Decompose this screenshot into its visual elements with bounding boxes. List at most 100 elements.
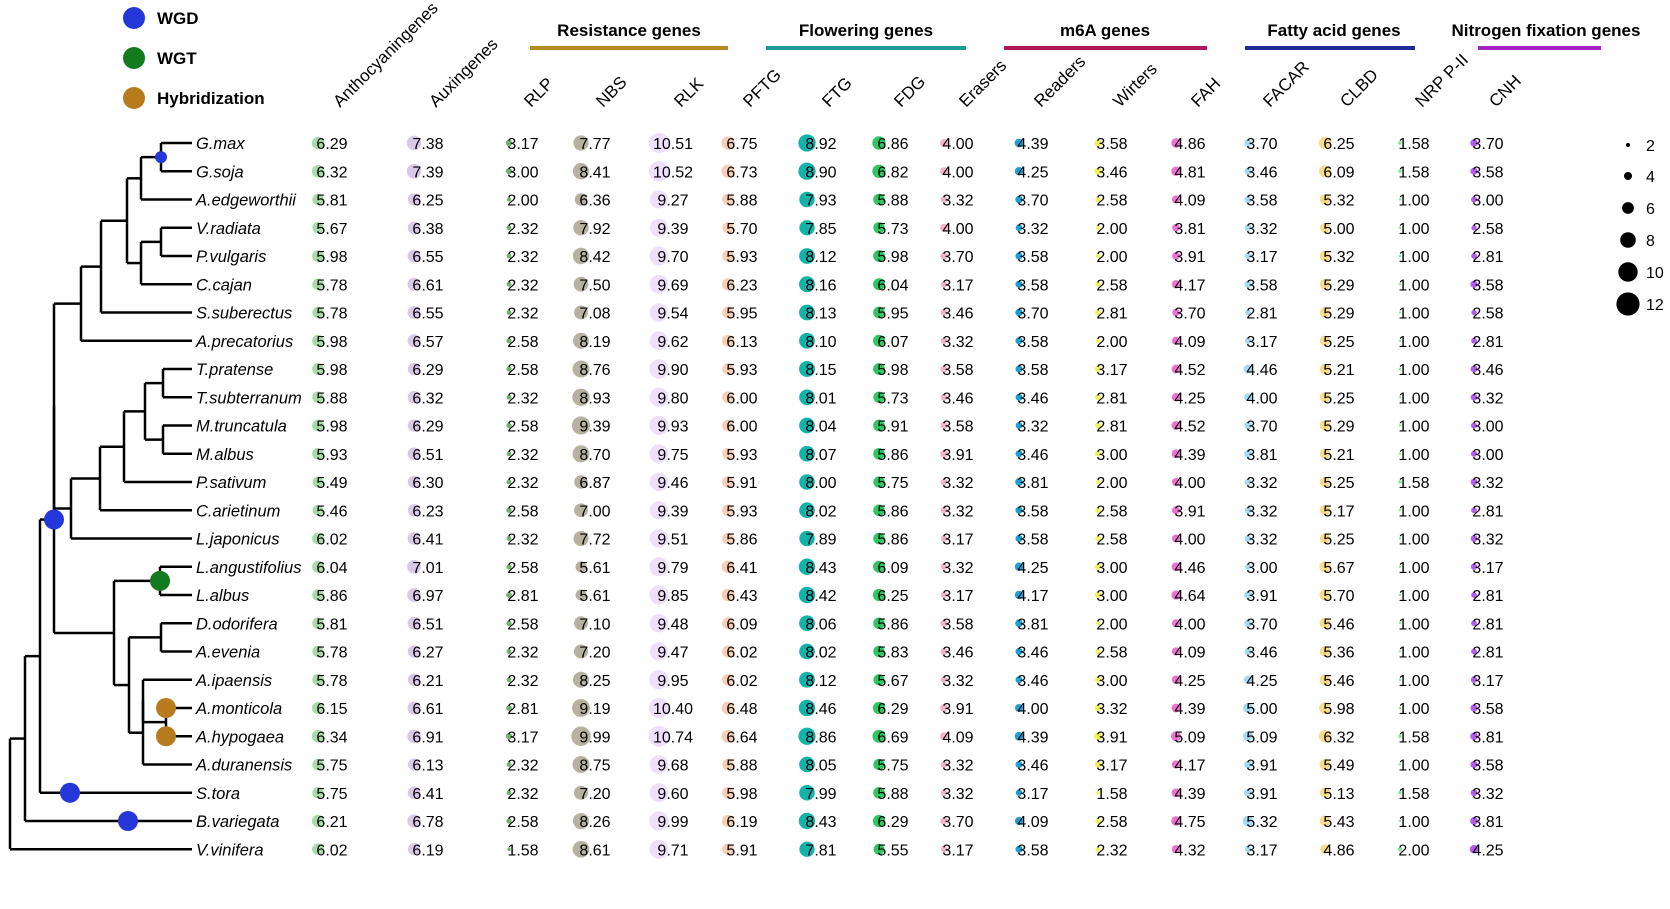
bubble-wirters [1095, 507, 1101, 513]
value-fdg: 5.75 [877, 475, 908, 492]
bubble-anthocyaningenes [312, 334, 324, 347]
group-label-fatty-acid-genes: Fatty acid genes [1267, 21, 1400, 40]
value-ftg: 8.43 [805, 560, 836, 577]
value-pftg: 6.73 [726, 164, 757, 181]
matrix-row-p-sativum: 5.49 6.30 2.32 6.87 9.46 5.91 8.00 5.75 3.32 3.81… [312, 472, 1504, 492]
value-rlp: 2.81 [507, 588, 538, 605]
tree-event-wgd [155, 151, 167, 164]
species-label-g-max: G.max [196, 135, 245, 153]
value-anthocyaningenes: 6.34 [316, 729, 347, 746]
size-legend-label-12: 12 [1646, 297, 1664, 314]
matrix-row-l-angustifolius: 6.04 7.01 2.58 5.61 9.79 6.41 8.43 6.09 3.32 4.25… [312, 557, 1504, 577]
bubble-facar [1245, 309, 1251, 316]
value-ftg: 8.90 [805, 164, 836, 181]
bubble-clbd [1319, 617, 1331, 629]
bubble-readers [1015, 252, 1023, 260]
bubble-erasers [940, 704, 948, 712]
size-legend-label-4: 4 [1646, 169, 1655, 186]
value-clbd: 5.17 [1323, 503, 1354, 520]
bubble-facar [1244, 760, 1252, 769]
value-rlk: 10.40 [653, 701, 693, 718]
value-auxingenes: 6.41 [412, 532, 443, 549]
value-auxingenes: 6.30 [412, 475, 443, 492]
value-cnh: 2.81 [1472, 588, 1503, 605]
value-nbs: 7.50 [579, 277, 610, 294]
bubble-nbs [573, 135, 589, 151]
species-label-a-edgeworthii: A.edgeworthii [195, 192, 297, 210]
bubble-fah [1171, 166, 1181, 177]
column-header-anthocyaningenes: Anthocyaningenes [329, 0, 441, 111]
bubble-cnh [1470, 535, 1478, 542]
bubble-pftg [722, 645, 734, 658]
value-nbs: 6.87 [579, 475, 610, 492]
matrix-row-l-japonicus: 6.02 6.41 2.32 7.72 9.51 5.86 7.89 5.86 3.17 3.58… [312, 529, 1504, 549]
bubble-facar [1244, 648, 1252, 655]
group-label-flowering-genes: Flowering genes [799, 21, 933, 40]
value-fah: 4.17 [1174, 277, 1205, 294]
bubble-rlp [506, 536, 512, 541]
bubble-rlp [506, 422, 512, 429]
bubble-nrp-p-ii [1398, 509, 1402, 512]
value-fdg: 6.07 [877, 334, 908, 351]
species-label-a-ipaensis: A.ipaensis [195, 672, 272, 690]
value-auxingenes: 6.61 [412, 701, 443, 718]
value-clbd: 5.36 [1323, 645, 1354, 662]
value-erasers: 3.58 [942, 362, 973, 379]
value-rlp: 2.32 [507, 306, 538, 323]
value-nrp-p-ii: 2.00 [1398, 842, 1429, 859]
bubble-pftg [721, 814, 735, 828]
value-facar: 3.46 [1246, 645, 1277, 662]
value-clbd: 5.29 [1323, 277, 1354, 294]
value-nbs: 5.61 [579, 588, 610, 605]
bubble-wirters [1094, 704, 1102, 712]
bubble-rlp [506, 394, 512, 400]
bubble-fdg [873, 560, 885, 573]
bubble-ftg [799, 643, 815, 660]
column-header-rlp: RLP [520, 74, 557, 111]
bubble-fah [1172, 223, 1180, 232]
matrix-row-t-subterranum: 5.88 6.32 2.32 8.93 9.80 6.00 8.01 5.73 3.46 3.46… [312, 387, 1504, 407]
bubble-rlp [506, 592, 512, 598]
value-auxingenes: 6.29 [412, 419, 443, 436]
value-facar: 5.00 [1246, 701, 1277, 718]
value-facar: 3.70 [1246, 136, 1277, 153]
value-nrp-p-ii: 1.00 [1398, 560, 1429, 577]
bubble-ftg [798, 586, 816, 604]
value-rlp: 2.58 [507, 814, 538, 831]
value-wirters: 3.17 [1096, 758, 1127, 775]
value-rlp: 2.32 [507, 447, 538, 464]
bubble-nbs [572, 699, 590, 717]
bubble-nbs [572, 840, 590, 858]
bubble-auxingenes [407, 532, 421, 545]
value-anthocyaningenes: 5.78 [316, 645, 347, 662]
value-auxingenes: 6.51 [412, 447, 443, 464]
value-fah: 4.00 [1174, 616, 1205, 633]
bubble-erasers [940, 648, 948, 655]
value-auxingenes: 6.27 [412, 645, 443, 662]
value-ftg: 8.86 [805, 729, 836, 746]
bubble-wirters [1095, 818, 1101, 824]
value-rlp: 2.00 [507, 193, 538, 210]
value-cnh: 3.46 [1472, 362, 1503, 379]
value-nbs: 9.99 [579, 729, 610, 746]
bubble-readers [1015, 534, 1023, 543]
bubble-fdg [872, 729, 886, 743]
bubble-nbs [572, 755, 590, 774]
value-ftg: 8.10 [805, 334, 836, 351]
bubble-rlp [506, 366, 512, 372]
value-cnh: 3.00 [1472, 193, 1503, 210]
value-readers: 4.17 [1017, 588, 1048, 605]
value-fdg: 5.55 [877, 842, 908, 859]
bubble-auxingenes [407, 814, 421, 828]
value-ftg: 8.15 [805, 362, 836, 379]
value-auxingenes: 6.29 [412, 362, 443, 379]
bubble-nrp-p-ii [1398, 283, 1402, 286]
value-clbd: 5.25 [1323, 334, 1354, 351]
value-cnh: 3.58 [1472, 701, 1503, 718]
bubble-readers [1015, 337, 1023, 345]
value-fah: 4.64 [1174, 588, 1205, 605]
value-readers: 4.25 [1017, 164, 1048, 181]
group-headers: Resistance genes Flowering genes m6A genes… [530, 21, 1640, 50]
value-pftg: 5.93 [726, 447, 757, 464]
bubble-facar [1244, 478, 1252, 486]
